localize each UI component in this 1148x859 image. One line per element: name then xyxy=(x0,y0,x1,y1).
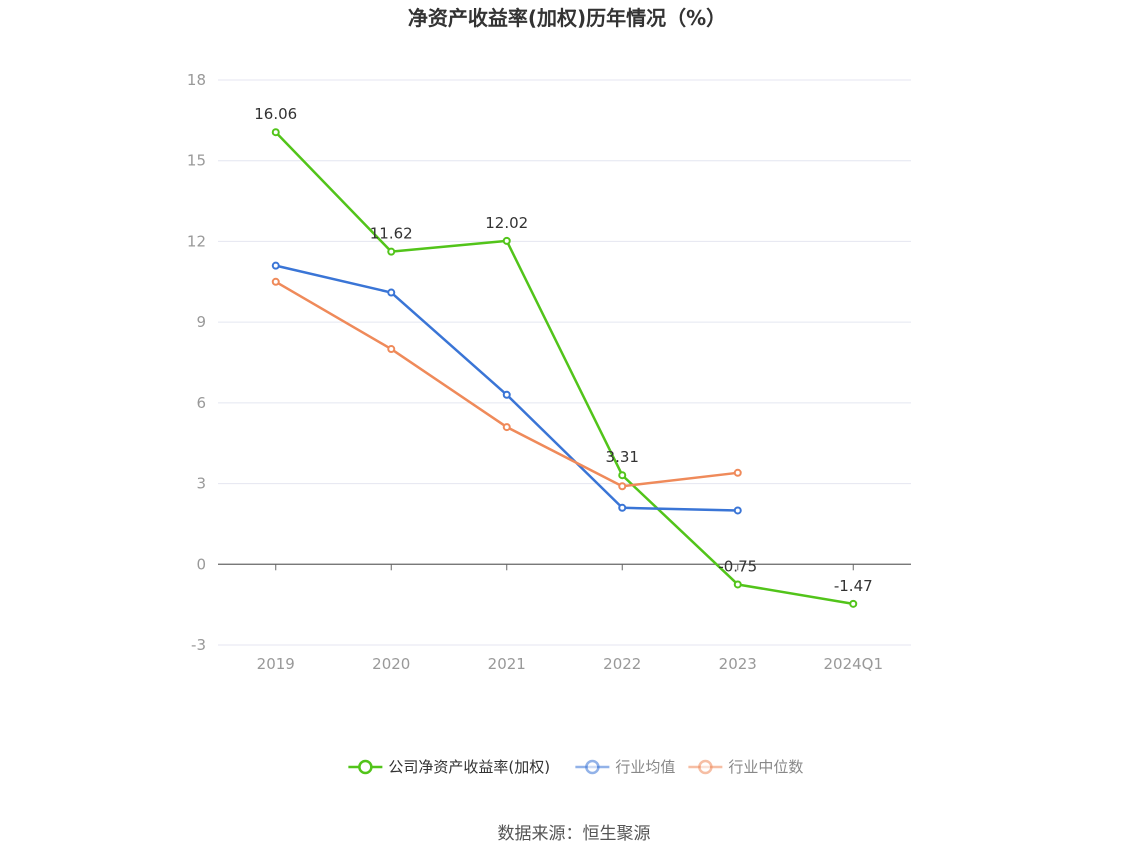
y-tick-label: 9 xyxy=(196,313,206,331)
x-tick-label: 2023 xyxy=(719,655,757,673)
x-tick-label: 2024Q1 xyxy=(823,655,883,673)
y-tick-label: 15 xyxy=(187,152,206,170)
series-0-point[interactable] xyxy=(618,471,627,480)
series-1-point[interactable] xyxy=(271,261,280,270)
series-lines xyxy=(271,128,858,608)
legend: 公司净资产收益率(加权) 行业均值 行业中位数 xyxy=(348,758,803,776)
series-2-point[interactable] xyxy=(271,277,280,286)
series-2-point[interactable] xyxy=(733,468,742,477)
data-label: 12.02 xyxy=(485,214,528,232)
series-line-1 xyxy=(275,264,738,512)
series-0-point[interactable] xyxy=(271,128,280,137)
data-label: 3.31 xyxy=(606,448,639,466)
chart-title: 净资产收益率(加权)历年情况（%） xyxy=(408,6,726,30)
x-tick-label: 2022 xyxy=(603,655,641,673)
y-tick-label: -3 xyxy=(191,636,206,654)
x-tick-label: 2019 xyxy=(257,655,295,673)
series-0-point[interactable] xyxy=(733,580,742,589)
series-2-point[interactable] xyxy=(387,345,396,354)
y-tick-label: 3 xyxy=(196,475,206,493)
series-line-0 xyxy=(274,131,854,606)
series-2-point[interactable] xyxy=(618,482,627,491)
legend-item-0[interactable]: 公司净资产收益率(加权) xyxy=(348,758,550,776)
legend-label: 行业中位数 xyxy=(728,758,803,776)
legend-item-1[interactable]: 行业均值 xyxy=(575,758,675,776)
series-0-point[interactable] xyxy=(849,599,858,608)
legend-item-2[interactable]: 行业中位数 xyxy=(688,758,803,776)
y-tick-label: 18 xyxy=(187,71,206,89)
x-tick-label: 2020 xyxy=(372,655,410,673)
legend-circle-marker xyxy=(358,759,373,775)
series-0-point[interactable] xyxy=(387,247,396,256)
y-tick-label: 0 xyxy=(196,555,206,573)
series-line-2 xyxy=(275,280,738,488)
series-1-point[interactable] xyxy=(618,503,627,512)
legend-circle-marker xyxy=(585,759,600,775)
y-axis-ticks: -3 0 3 6 9 12 15 18 xyxy=(187,71,206,654)
grid-lines xyxy=(218,79,911,646)
series-1-point[interactable] xyxy=(502,390,511,399)
series-1-point[interactable] xyxy=(733,506,742,515)
legend-label: 公司净资产收益率(加权) xyxy=(388,758,550,776)
source-note: 数据来源：恒生聚源 xyxy=(498,824,651,844)
data-label: 11.62 xyxy=(370,225,413,243)
data-labels: 16.06 11.62 12.02 3.31 -0.75 -1.47 xyxy=(254,105,872,595)
legend-label: 行业均值 xyxy=(615,758,675,776)
data-label: 16.06 xyxy=(254,105,297,123)
series-1-point[interactable] xyxy=(387,288,396,297)
data-label: -1.47 xyxy=(834,577,873,595)
series-2-point[interactable] xyxy=(502,423,511,432)
y-tick-label: 12 xyxy=(187,232,206,250)
x-axis-ticks: 2019 2020 2021 2022 2023 2024Q1 xyxy=(257,564,883,673)
series-0-point[interactable] xyxy=(502,236,511,245)
data-label: -0.75 xyxy=(718,557,757,575)
y-tick-label: 6 xyxy=(196,394,206,412)
legend-circle-marker xyxy=(698,759,713,775)
x-tick-label: 2021 xyxy=(488,655,526,673)
